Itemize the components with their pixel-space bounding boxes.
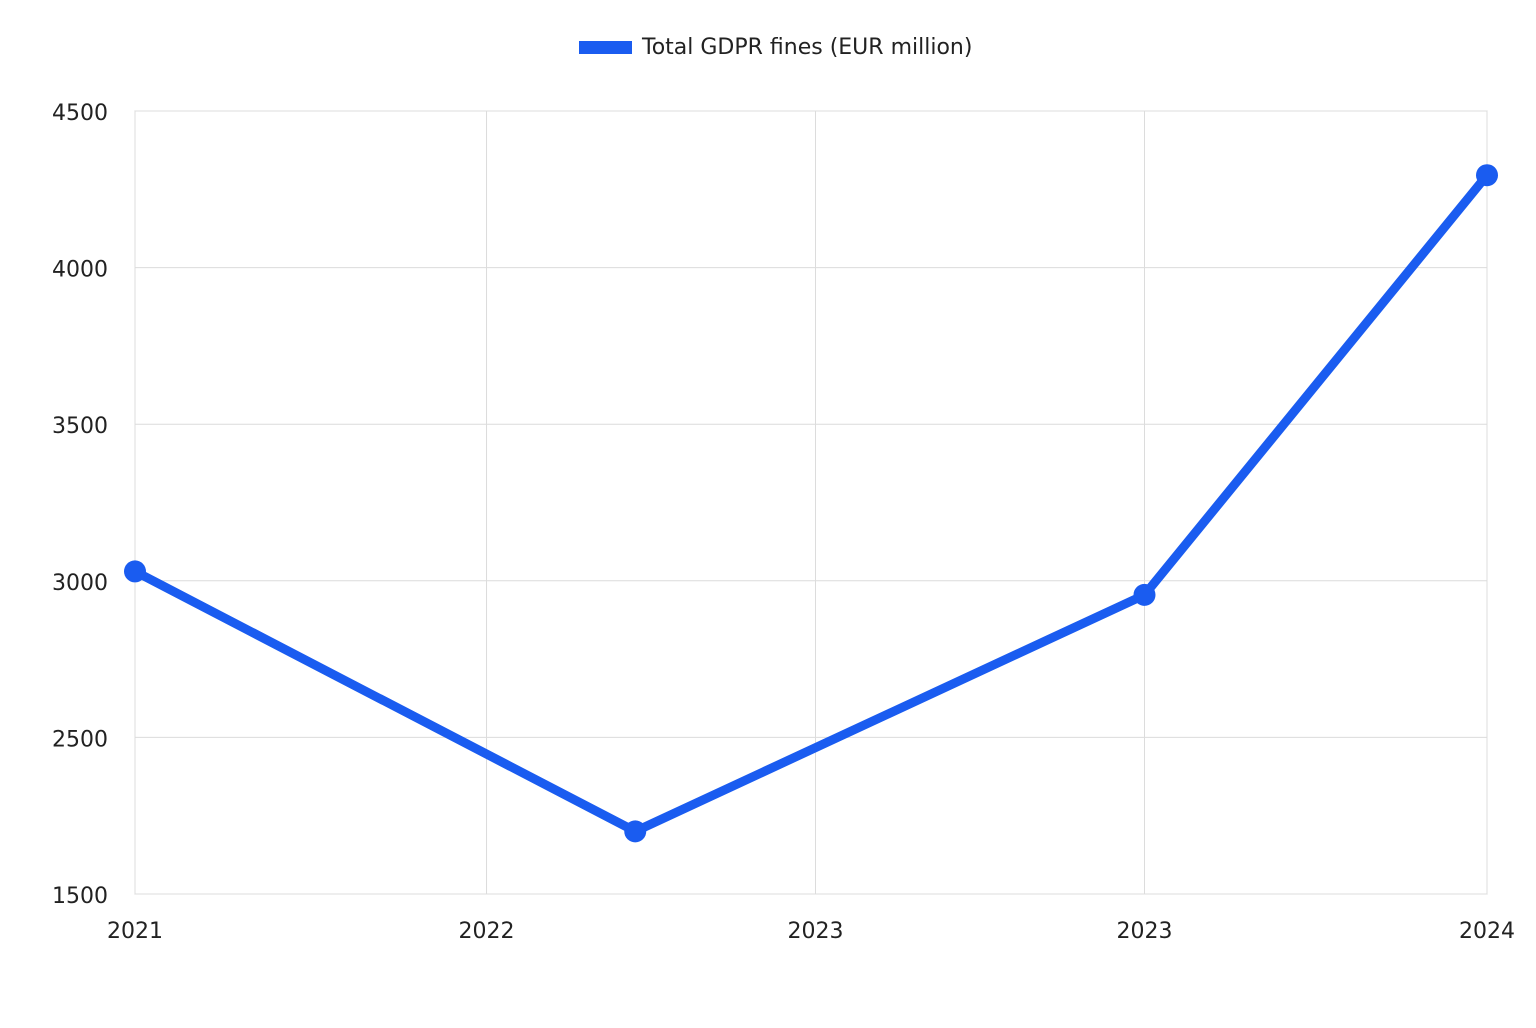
- legend-label: Total GDPR fines (EUR million): [641, 35, 972, 60]
- data-point: [1133, 583, 1156, 606]
- y-tick-label: 3500: [52, 414, 108, 439]
- plot-frame: [134, 110, 1488, 895]
- data-line: [132, 172, 1491, 836]
- x-tick-label: 2024: [1459, 919, 1515, 944]
- y-tick-label: 4000: [52, 258, 108, 283]
- y-tick-label: 2500: [52, 727, 108, 752]
- data-point: [124, 560, 146, 583]
- y-tick-label: 3000: [52, 571, 108, 596]
- x-tick-label: 2022: [459, 919, 515, 944]
- data-point: [624, 820, 647, 843]
- x-tick-label: 2023: [788, 919, 844, 944]
- legend-swatch: [579, 41, 632, 54]
- x-tick-label: 2021: [107, 919, 163, 944]
- data-point: [1476, 164, 1498, 187]
- x-tick-label: 2023: [1116, 919, 1172, 944]
- y-tick-label: 4500: [52, 101, 108, 126]
- y-tick-label: 1500: [52, 884, 108, 909]
